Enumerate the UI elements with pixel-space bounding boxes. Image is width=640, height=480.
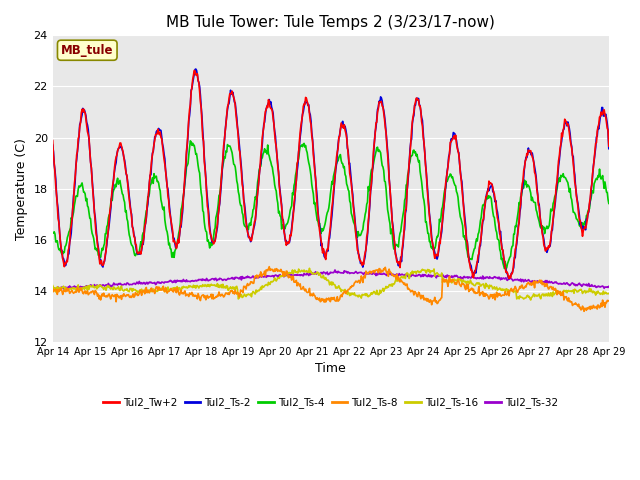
Tul2_Ts-32 bbox=[400, 272, 408, 278]
Tul2_Ts-32 bbox=[117, 281, 125, 287]
Tul2_Ts-32 bbox=[331, 267, 339, 273]
Tul2_Tw+2 bbox=[605, 143, 612, 149]
Tul2_Ts-2 bbox=[605, 146, 612, 152]
Tul2_Ts-8 bbox=[415, 290, 423, 296]
Tul2_Tw+2 bbox=[505, 276, 513, 281]
Tul2_Ts-16 bbox=[202, 283, 210, 288]
Line: Tul2_Ts-2: Tul2_Ts-2 bbox=[52, 69, 609, 279]
Tul2_Ts-4 bbox=[186, 138, 194, 144]
Tul2_Ts-8 bbox=[173, 290, 180, 296]
Line: Tul2_Ts-16: Tul2_Ts-16 bbox=[52, 268, 609, 300]
Line: Tul2_Ts-32: Tul2_Ts-32 bbox=[52, 270, 609, 289]
Tul2_Ts-16 bbox=[173, 285, 180, 290]
Tul2_Ts-4 bbox=[49, 230, 56, 236]
Tul2_Ts-2 bbox=[203, 187, 211, 192]
Tul2_Tw+2 bbox=[116, 140, 124, 146]
Tul2_Ts-4 bbox=[415, 157, 423, 163]
Tul2_Ts-16 bbox=[59, 284, 67, 290]
Tul2_Ts-2 bbox=[415, 102, 423, 108]
Tul2_Ts-16 bbox=[306, 265, 314, 271]
Tul2_Tw+2 bbox=[415, 103, 423, 108]
Tul2_Ts-8 bbox=[202, 297, 210, 303]
Tul2_Ts-8 bbox=[59, 291, 67, 297]
Tul2_Ts-4 bbox=[116, 178, 124, 183]
Line: Tul2_Tw+2: Tul2_Tw+2 bbox=[52, 71, 609, 278]
Text: MB_tule: MB_tule bbox=[61, 44, 113, 57]
Tul2_Ts-16 bbox=[527, 297, 534, 303]
Tul2_Ts-2 bbox=[399, 242, 407, 248]
Tul2_Ts-32 bbox=[416, 272, 424, 278]
Tul2_Ts-2 bbox=[59, 256, 67, 262]
Tul2_Tw+2 bbox=[190, 68, 198, 73]
Tul2_Ts-32 bbox=[203, 276, 211, 281]
Line: Tul2_Ts-4: Tul2_Ts-4 bbox=[52, 141, 609, 269]
Tul2_Ts-4 bbox=[399, 212, 407, 217]
Tul2_Ts-8 bbox=[49, 286, 56, 292]
Tul2_Ts-8 bbox=[580, 309, 588, 314]
Tul2_Tw+2 bbox=[49, 138, 56, 144]
Tul2_Tw+2 bbox=[173, 245, 180, 251]
Tul2_Ts-8 bbox=[399, 280, 407, 286]
Tul2_Ts-16 bbox=[116, 288, 124, 293]
Title: MB Tule Tower: Tule Temps 2 (3/23/17-now): MB Tule Tower: Tule Temps 2 (3/23/17-now… bbox=[166, 15, 495, 30]
Tul2_Ts-2 bbox=[192, 66, 200, 72]
Tul2_Ts-8 bbox=[116, 294, 124, 300]
Tul2_Ts-32 bbox=[60, 287, 68, 292]
Tul2_Ts-32 bbox=[49, 285, 56, 291]
Tul2_Tw+2 bbox=[399, 239, 407, 245]
Line: Tul2_Ts-8: Tul2_Ts-8 bbox=[52, 267, 609, 312]
Tul2_Ts-32 bbox=[173, 277, 181, 283]
Tul2_Ts-32 bbox=[605, 284, 612, 289]
X-axis label: Time: Time bbox=[316, 362, 346, 375]
Tul2_Ts-4 bbox=[605, 201, 612, 206]
Y-axis label: Temperature (C): Temperature (C) bbox=[15, 138, 28, 240]
Tul2_Tw+2 bbox=[59, 256, 67, 262]
Tul2_Ts-16 bbox=[399, 275, 407, 281]
Legend: Tul2_Tw+2, Tul2_Ts-2, Tul2_Ts-4, Tul2_Ts-8, Tul2_Ts-16, Tul2_Ts-32: Tul2_Tw+2, Tul2_Ts-2, Tul2_Ts-4, Tul2_Ts… bbox=[99, 393, 563, 412]
Tul2_Ts-2 bbox=[173, 245, 180, 251]
Tul2_Ts-2 bbox=[505, 276, 513, 282]
Tul2_Tw+2 bbox=[203, 189, 211, 195]
Tul2_Ts-16 bbox=[605, 290, 612, 296]
Tul2_Ts-2 bbox=[116, 145, 124, 151]
Tul2_Ts-4 bbox=[502, 266, 510, 272]
Tul2_Ts-2 bbox=[49, 142, 56, 148]
Tul2_Ts-4 bbox=[173, 244, 180, 250]
Tul2_Ts-4 bbox=[203, 229, 211, 235]
Tul2_Ts-32 bbox=[59, 285, 67, 291]
Tul2_Ts-4 bbox=[59, 251, 67, 257]
Tul2_Ts-16 bbox=[49, 283, 56, 288]
Tul2_Ts-8 bbox=[266, 264, 273, 270]
Tul2_Ts-16 bbox=[415, 270, 423, 276]
Tul2_Ts-8 bbox=[605, 298, 612, 304]
